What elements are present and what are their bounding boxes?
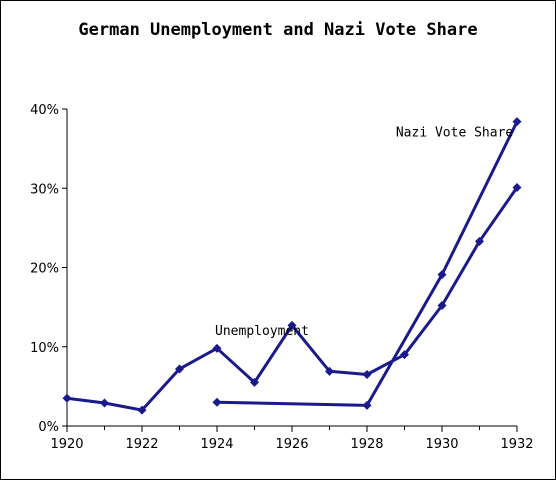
nazi-vote-share-line <box>216 121 519 407</box>
unemployment-point <box>362 369 372 379</box>
y-tick-label: 0% <box>38 420 59 435</box>
nazi-vote-share-point <box>512 117 522 127</box>
unemployment-point <box>62 393 72 403</box>
x-tick-label: 1928 <box>350 437 383 452</box>
unemployment-point <box>175 364 184 374</box>
unemployment-point <box>512 182 522 192</box>
nazi-vote-share-point <box>212 397 222 407</box>
unemployment-point <box>212 343 222 353</box>
unemployment-point <box>250 377 259 387</box>
x-tick-label: 1922 <box>125 437 158 452</box>
y-tick-label: 20% <box>30 262 59 277</box>
x-tick-label: 1930 <box>425 437 458 452</box>
unemployment-point <box>100 398 109 408</box>
x-tick-label: 1932 <box>500 437 533 452</box>
y-tick-label: 10% <box>30 341 59 356</box>
nazi-vote-share-point <box>437 270 447 280</box>
x-tick-label: 1924 <box>200 437 233 452</box>
chart-title: German Unemployment and Nazi Vote Share <box>78 20 478 40</box>
unemployment-point <box>437 301 447 311</box>
axes: 0% 10% 20% 30% 40% 1920 1922 1924 1926 1928 1930 19… <box>30 103 533 452</box>
unemployment-point <box>137 405 147 415</box>
x-tick-label: 1926 <box>275 437 308 452</box>
nazi-vote-share-point <box>362 400 372 410</box>
unemployment-point <box>475 236 484 246</box>
x-tick-label: 1920 <box>50 437 83 452</box>
unemployment-point <box>287 320 297 330</box>
series-layer <box>62 117 522 415</box>
annotation-layer: Unemployment Nazi Vote Share <box>215 126 513 339</box>
unemployment-point <box>400 350 409 360</box>
unemployment-line <box>66 186 519 412</box>
y-tick-label: 30% <box>30 182 59 197</box>
y-tick-label: 40% <box>30 103 59 118</box>
annotation-label: Nazi Vote Share <box>396 126 514 141</box>
unemployment-point <box>325 366 334 376</box>
annotation-label: Unemployment <box>215 324 309 339</box>
